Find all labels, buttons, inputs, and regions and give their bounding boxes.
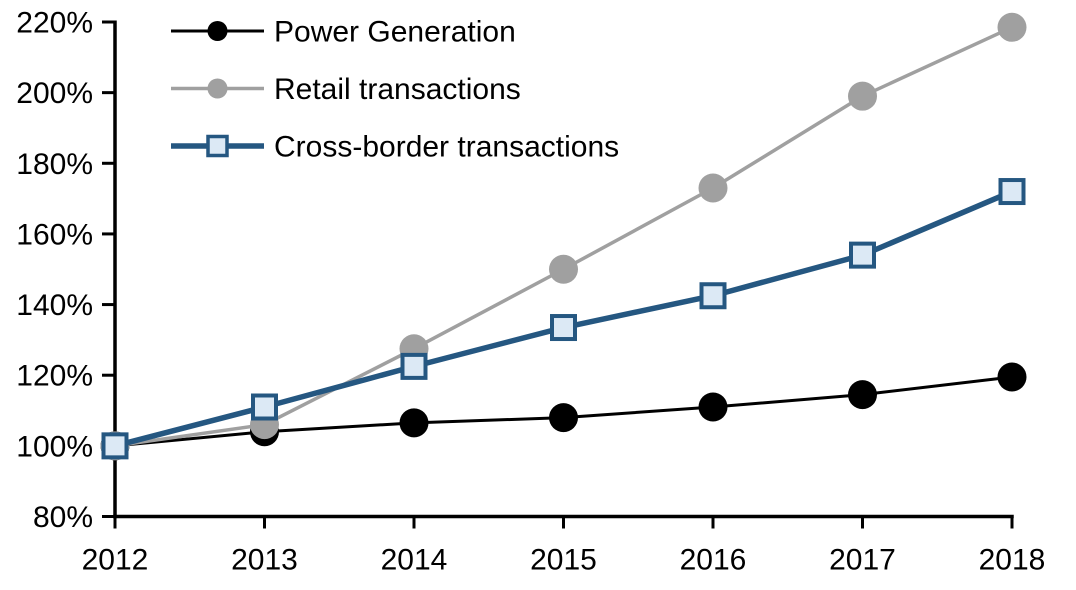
data-point-marker [699, 282, 727, 310]
series-cross-border-transactions [101, 178, 1026, 460]
legend-label: Cross-border transactions [274, 131, 619, 164]
y-tick-label: 180% [16, 148, 93, 181]
data-point-marker [550, 314, 577, 342]
legend: Power Generation Retail transactions Cross… [171, 16, 619, 164]
x-tick-label: 2013 [231, 544, 298, 577]
data-point-marker [549, 254, 578, 284]
data-point-marker [849, 241, 876, 269]
data-point-marker [251, 393, 278, 421]
data-point-marker [399, 408, 429, 438]
y-tick-label: 220% [16, 7, 93, 40]
legend-label: Retail transactions [274, 73, 521, 106]
y-tick-label: 200% [16, 77, 93, 110]
legend-marker [207, 78, 228, 99]
legend-item-cross-border-transactions: Cross-border transactions [171, 131, 619, 164]
data-point-marker [400, 352, 428, 380]
legend-item-power-generation: Power Generation [171, 16, 516, 49]
y-tick-label: 140% [16, 289, 93, 322]
x-tick-label: 2015 [530, 544, 597, 577]
x-tick-label: 2014 [381, 544, 448, 577]
data-point-marker [549, 403, 578, 433]
legend-item-retail-transactions: Retail transactions [171, 73, 521, 106]
data-point-marker [997, 362, 1027, 392]
y-tick-label: 120% [16, 360, 93, 393]
legend-label: Power Generation [274, 16, 516, 49]
data-point-marker [998, 178, 1026, 206]
data-point-marker [101, 432, 129, 460]
x-tick-label: 2017 [829, 544, 896, 577]
legend-marker [206, 134, 229, 158]
data-point-marker [698, 392, 728, 422]
y-tick-label: 80% [33, 501, 93, 534]
x-tick-label: 2012 [82, 544, 149, 577]
x-tick-label: 2016 [680, 544, 747, 577]
y-tick-label: 100% [16, 430, 93, 463]
x-tick-label: 2018 [979, 544, 1046, 577]
data-point-marker [698, 173, 728, 203]
y-tick-label: 160% [16, 218, 93, 251]
x-axis: 2012 2013 2014 2015 2016 2017 2018 [82, 514, 1046, 577]
data-point-marker [997, 12, 1027, 42]
legend-marker [207, 21, 228, 41]
data-point-marker [848, 380, 877, 410]
data-point-marker [848, 81, 877, 111]
y-axis: 80% 100% 120% 140% 160% 180% 200% 220% [16, 7, 117, 534]
